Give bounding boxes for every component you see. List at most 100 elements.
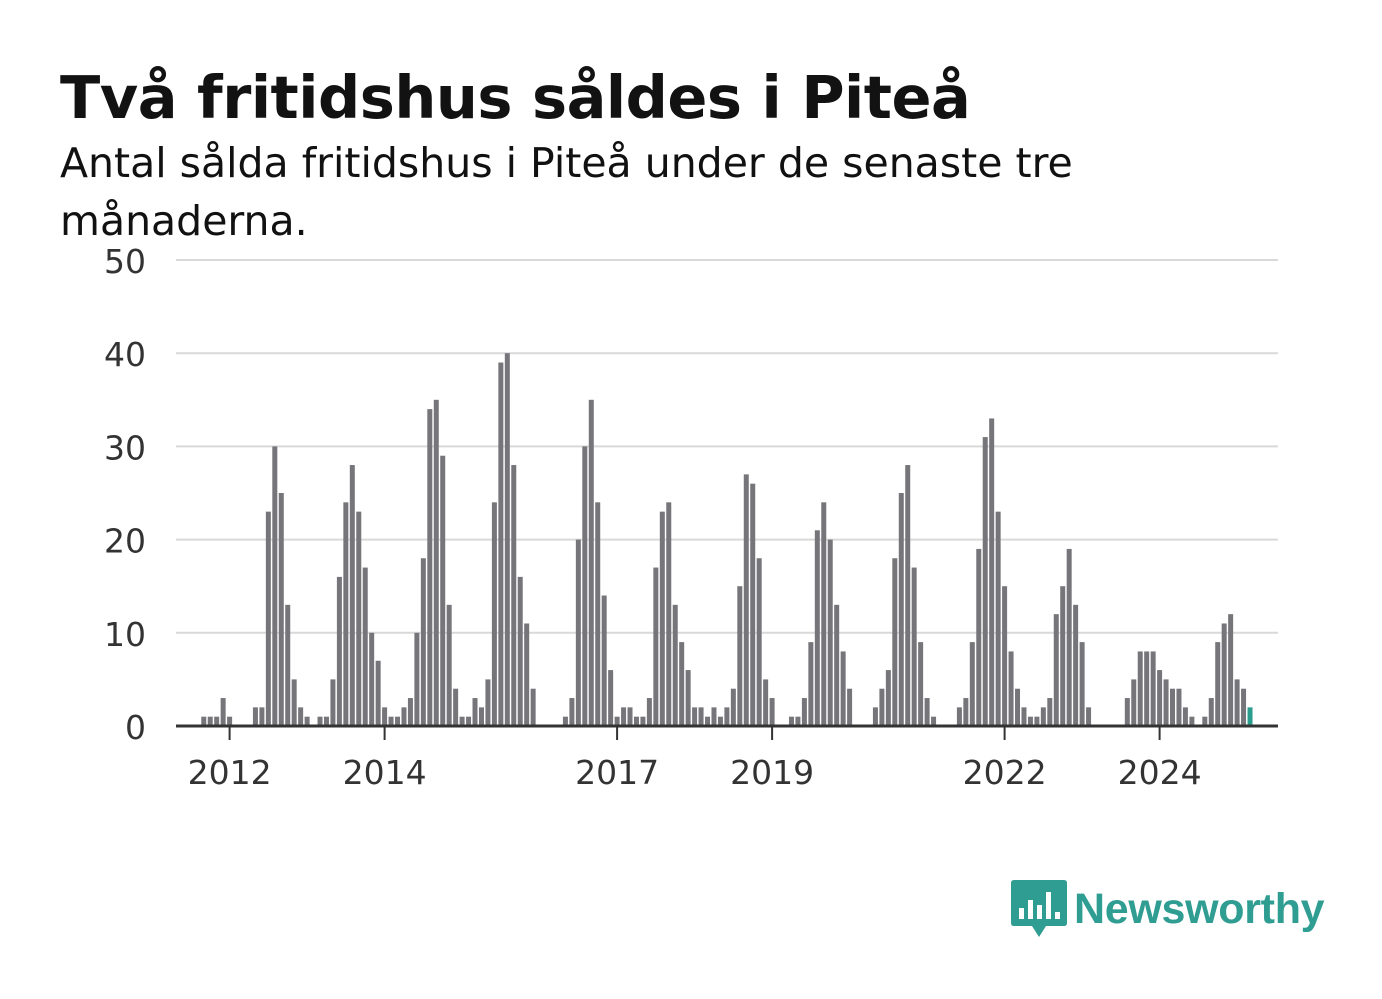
bar bbox=[1170, 688, 1176, 726]
bar bbox=[608, 670, 614, 726]
bar bbox=[692, 707, 698, 726]
bar bbox=[1021, 707, 1027, 726]
brand-logo: Newsworthy bbox=[1010, 878, 1325, 940]
x-tick-label: 2022 bbox=[963, 753, 1047, 792]
bar bbox=[317, 716, 323, 726]
bar bbox=[885, 670, 891, 726]
bar bbox=[1002, 586, 1008, 726]
x-axis bbox=[176, 724, 1278, 740]
bar bbox=[304, 716, 310, 726]
bar bbox=[737, 586, 743, 726]
bar bbox=[879, 688, 885, 726]
bar bbox=[453, 688, 459, 726]
bar bbox=[621, 707, 627, 726]
bar bbox=[614, 716, 620, 726]
bar bbox=[427, 409, 433, 726]
bar bbox=[1027, 716, 1033, 726]
bar bbox=[1015, 688, 1021, 726]
bar bbox=[446, 604, 452, 726]
x-tick-label: 2014 bbox=[343, 753, 427, 792]
bar bbox=[466, 716, 472, 726]
bar bbox=[1124, 698, 1130, 726]
bar bbox=[220, 698, 226, 726]
bar bbox=[1073, 604, 1079, 726]
bar bbox=[1234, 679, 1240, 726]
bar bbox=[788, 716, 794, 726]
y-axis-labels: 0 10 20 30 40 50 bbox=[104, 242, 146, 747]
bar bbox=[1079, 642, 1085, 726]
bar bbox=[440, 455, 446, 726]
bar bbox=[356, 511, 362, 726]
bar bbox=[485, 679, 491, 726]
bar bbox=[995, 511, 1001, 726]
bar bbox=[1137, 651, 1143, 726]
bar bbox=[633, 716, 639, 726]
bar bbox=[769, 698, 775, 726]
bar bbox=[717, 716, 723, 726]
bar bbox=[931, 716, 937, 726]
bar bbox=[1202, 716, 1208, 726]
bar bbox=[685, 670, 691, 726]
bar bbox=[763, 679, 769, 726]
bar bbox=[672, 604, 678, 726]
bar bbox=[595, 502, 601, 726]
y-tick-label: 20 bbox=[104, 522, 146, 561]
bar bbox=[472, 698, 478, 726]
bar bbox=[227, 716, 233, 726]
bar bbox=[847, 688, 853, 726]
bar bbox=[362, 567, 368, 726]
bar bbox=[395, 716, 401, 726]
bar bbox=[1215, 642, 1221, 726]
bar bbox=[285, 604, 291, 726]
bar bbox=[1060, 586, 1066, 726]
bar bbox=[298, 707, 304, 726]
bar bbox=[1053, 614, 1059, 726]
x-axis-labels: 2012 2014 2017 2019 2022 2024 bbox=[188, 753, 1202, 792]
bar bbox=[575, 539, 581, 726]
chart-title: Två fritidshus såldes i Piteå bbox=[60, 63, 971, 132]
bar bbox=[646, 698, 652, 726]
bar bbox=[898, 493, 904, 726]
bar bbox=[491, 502, 497, 726]
y-tick-label: 50 bbox=[104, 242, 146, 281]
bar bbox=[924, 698, 930, 726]
bar bbox=[905, 465, 911, 726]
bar bbox=[627, 707, 633, 726]
bar bbox=[969, 642, 975, 726]
bar bbox=[1144, 651, 1150, 726]
bar bbox=[582, 446, 588, 726]
bar bbox=[517, 576, 523, 726]
bar bbox=[530, 688, 536, 726]
bar bbox=[498, 362, 504, 726]
newsworthy-logo-icon bbox=[1011, 880, 1067, 937]
bar bbox=[795, 716, 801, 726]
bar bbox=[982, 437, 988, 726]
bar bbox=[1066, 548, 1072, 726]
bar bbox=[601, 595, 607, 726]
bar bbox=[407, 698, 413, 726]
bar bbox=[375, 660, 381, 726]
bar bbox=[963, 698, 969, 726]
bar bbox=[724, 707, 730, 726]
bar bbox=[588, 399, 594, 726]
bar bbox=[911, 567, 917, 726]
bar bbox=[1182, 707, 1188, 726]
bar bbox=[711, 707, 717, 726]
y-tick-label: 10 bbox=[104, 615, 146, 654]
bar bbox=[743, 474, 749, 726]
brand-name: Newsworthy bbox=[1074, 884, 1325, 933]
bar-highlight bbox=[1247, 707, 1253, 726]
bar bbox=[1163, 679, 1169, 726]
x-tick-label: 2019 bbox=[730, 753, 814, 792]
bar bbox=[730, 688, 736, 726]
bar bbox=[834, 604, 840, 726]
bar bbox=[1131, 679, 1137, 726]
bar bbox=[1221, 623, 1227, 726]
bar bbox=[420, 558, 426, 726]
bar bbox=[1047, 698, 1053, 726]
chart-subtitle: Antal sålda fritidshus i Piteå under de … bbox=[60, 139, 1073, 245]
bar bbox=[343, 502, 349, 726]
y-tick-label: 0 bbox=[125, 708, 146, 747]
bar bbox=[1034, 716, 1040, 726]
bar bbox=[414, 632, 420, 726]
